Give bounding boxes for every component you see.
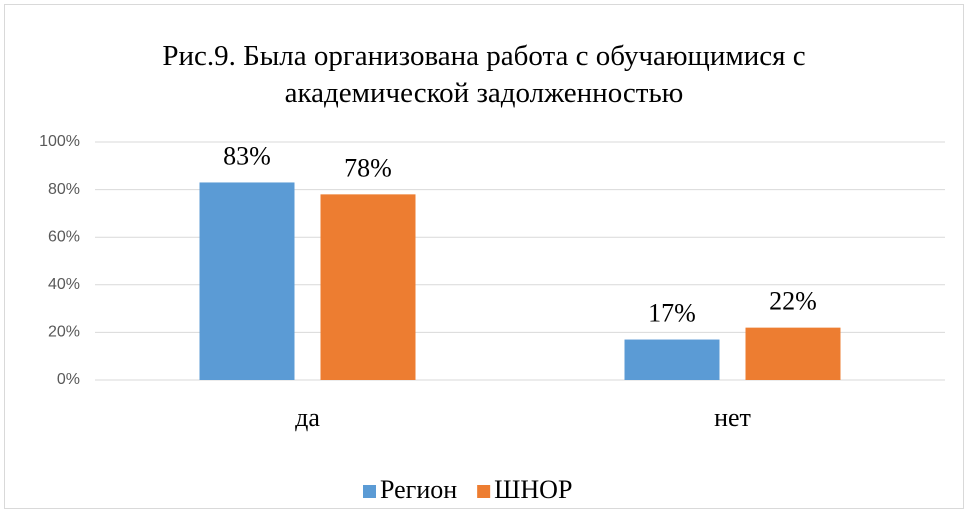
bar (199, 182, 295, 380)
y-tick-label: 80% (48, 181, 80, 198)
legend-label: ШНОР (494, 475, 572, 504)
legend-swatch (477, 485, 491, 498)
bar (624, 339, 720, 380)
y-tick-label: 0% (57, 371, 80, 388)
legend-label: Регион (380, 475, 457, 504)
y-tick-label: 100% (39, 133, 80, 150)
data-label: 22% (769, 287, 817, 316)
legend-swatch (363, 485, 376, 498)
y-tick-label: 40% (48, 276, 80, 293)
bar (745, 327, 841, 380)
x-tick-label: да (295, 403, 320, 432)
x-tick-label: нет (714, 403, 751, 432)
data-label: 83% (223, 141, 271, 170)
y-tick-label: 20% (48, 324, 80, 341)
chart-border (4, 4, 964, 509)
data-label: 17% (648, 299, 696, 328)
chart-title: Рис.9. Была организована работа с обучаю… (162, 40, 806, 109)
data-label: 78% (344, 153, 392, 182)
y-tick-label: 60% (48, 228, 80, 245)
bar (320, 194, 416, 380)
